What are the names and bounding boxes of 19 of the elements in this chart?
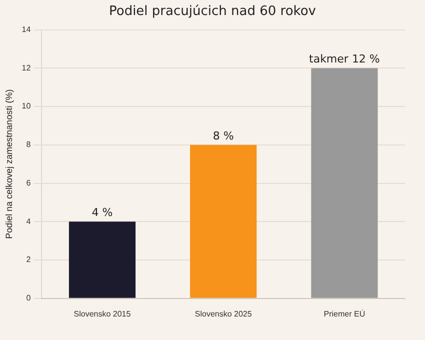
x-tick-label: Slovensko 2025 [194,309,252,318]
y-axis-title: Podiel na celkovej zamestnanosti (%) [4,89,14,239]
x-tick-label: Priemer EÚ [324,309,366,318]
chart-title: Podiel pracujúcich nad 60 rokov [108,4,317,19]
y-tick-label: 12 [22,63,32,72]
bar [190,144,257,298]
y-tick-label: 4 [26,216,32,226]
y-tick-label: 2 [26,255,32,264]
data-label: takmer 12 % [309,52,380,66]
y-tick-label: 6 [26,178,32,188]
y-tick-label: 10 [22,102,32,111]
bar [311,68,378,298]
y-tick-label: 8 [26,140,32,150]
bar [68,222,136,298]
x-tick-label: Slovensko 2015 [74,309,132,318]
data-label: 8 % [212,129,234,142]
y-tick-label: 14 [22,25,32,34]
data-label: 4 % [92,206,113,220]
y-tick-label: 0 [26,294,32,303]
